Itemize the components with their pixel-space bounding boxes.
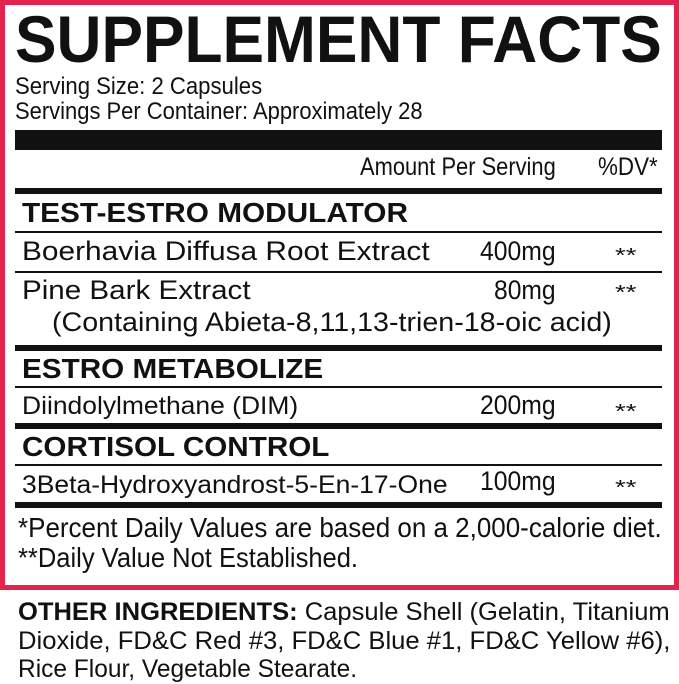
- ingredient-dv: **: [615, 477, 637, 499]
- ingredient-name: 3Beta-Hydroxyandrost-5-En-17-One: [22, 471, 448, 499]
- divider: [15, 271, 662, 273]
- other-ingredients-text: Capsule Shell (Gelatin, Titanium: [297, 598, 670, 626]
- ingredient-name: Pine Bark Extract: [22, 275, 251, 305]
- ingredient-name: Boerhavia Diffusa Root Extract: [22, 236, 430, 266]
- dv-header: %DV*: [598, 153, 658, 181]
- other-ingredients-line3: Rice Flour, Vegetable Stearate.: [18, 655, 358, 683]
- other-ingredients-line2: Dioxide, FD&C Red #3, FD&C Blue #1, FD&C…: [18, 627, 671, 655]
- footnote-dv: *Percent Daily Values are based on a 2,0…: [18, 512, 662, 543]
- ingredient-note: (Containing Abieta-8,11,13-trien-18-oic …: [52, 307, 612, 337]
- thick-bar: [15, 130, 662, 150]
- panel-title: SUPPLEMENT FACTS: [15, 2, 662, 76]
- servings-per-container: Servings Per Container: Approximately 28: [15, 98, 423, 125]
- divider: [15, 464, 662, 466]
- other-ingredients-line1: OTHER INGREDIENTS: Capsule Shell (Gelati…: [18, 598, 670, 626]
- divider: [15, 423, 662, 429]
- ingredient-amount: 100mg: [480, 466, 556, 496]
- serving-size: Serving Size: 2 Capsules: [15, 73, 263, 100]
- ingredient-amount: 200mg: [480, 390, 556, 420]
- divider: [15, 502, 662, 508]
- ingredient-amount: 400mg: [480, 236, 556, 266]
- divider: [15, 188, 662, 194]
- ingredient-dv: **: [615, 245, 637, 267]
- section-heading: CORTISOL CONTROL: [22, 431, 330, 462]
- section-heading: TEST-ESTRO MODULATOR: [22, 197, 408, 228]
- divider: [15, 345, 662, 351]
- section-heading: ESTRO METABOLIZE: [22, 353, 324, 384]
- ingredient-name: Diindolylmethane (DIM): [22, 392, 299, 420]
- footnote-not-established: **Daily Value Not Established.: [18, 542, 359, 573]
- divider: [15, 386, 662, 388]
- divider: [15, 231, 662, 233]
- amount-per-serving-header: Amount Per Serving: [360, 153, 556, 181]
- ingredient-dv: **: [615, 282, 637, 304]
- ingredient-amount: 80mg: [494, 275, 556, 305]
- other-ingredients-label: OTHER INGREDIENTS:: [18, 598, 298, 626]
- supplement-facts-panel: [0, 0, 679, 590]
- ingredient-dv: **: [615, 401, 637, 423]
